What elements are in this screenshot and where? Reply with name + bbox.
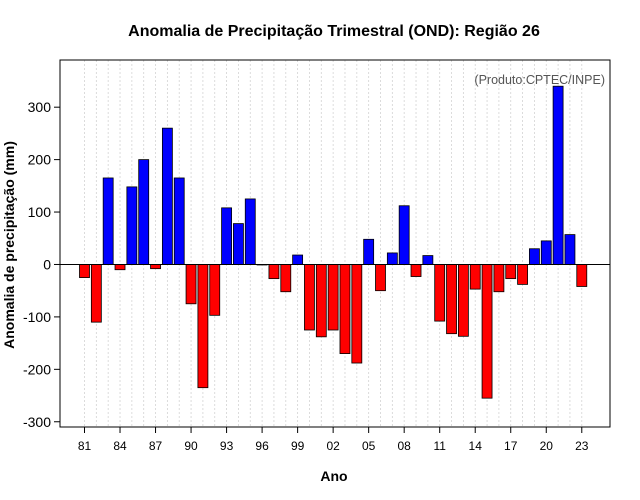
y-tick-label: 100 (28, 204, 52, 220)
bar-1999 (292, 254, 304, 265)
bar-1992 (209, 264, 221, 316)
x-tick-label: 11 (433, 439, 446, 453)
bar-2013 (457, 264, 469, 337)
y-tick-label: -300 (23, 414, 51, 430)
bar-2009 (410, 264, 422, 277)
x-tick-label: 99 (291, 439, 305, 453)
x-tick-label: 84 (113, 439, 127, 453)
x-tick-label: 20 (540, 439, 554, 453)
bar-2022 (564, 234, 576, 265)
bar-2000 (304, 264, 315, 331)
x-axis: 81 84 87 90 93 96 99 02 05 08 11 14 17 20 23 (78, 427, 589, 453)
bar-1984 (114, 264, 126, 271)
plot-frame (59, 59, 611, 428)
bar-1982 (90, 264, 102, 323)
x-tick-label: 90 (184, 439, 198, 453)
x-tick-label: 02 (326, 439, 340, 453)
bar-2023 (576, 264, 588, 287)
bar-2011 (434, 264, 446, 322)
y-axis: -300 -200 -100 0 100 200 300 (23, 99, 60, 430)
y-tick-label: 0 (43, 256, 51, 272)
vertical-grid (84, 60, 583, 427)
chart-title: Anomalia de Precipitação Trimestral (OND… (128, 23, 540, 40)
bar-2001 (315, 264, 327, 338)
bar-1989 (173, 177, 185, 265)
bar-1998 (280, 264, 292, 293)
bar-2019 (529, 248, 540, 265)
bar-1986 (138, 159, 150, 265)
bar-2020 (540, 240, 552, 265)
bar-1988 (161, 127, 173, 265)
y-tick-label: -100 (23, 309, 51, 325)
bar-2021 (552, 85, 564, 265)
bar-2008 (398, 205, 410, 265)
bar-1990 (185, 264, 197, 305)
x-tick-label: 17 (504, 439, 518, 453)
bar-2018 (517, 264, 528, 285)
x-tick-label: 08 (398, 439, 412, 453)
y-tick-label: 300 (28, 99, 52, 115)
bar-2007 (386, 252, 398, 265)
bar-2017 (505, 264, 517, 280)
bar-1995 (244, 198, 256, 265)
bar-2002 (327, 264, 339, 331)
bar-1997 (268, 264, 280, 280)
y-tick-label: -200 (23, 361, 51, 377)
bar-2014 (469, 264, 481, 290)
x-tick-label: 23 (575, 439, 589, 453)
bar-1993 (221, 207, 232, 265)
x-tick-label: 93 (220, 439, 234, 453)
credit-note: (Produto:CPTEC/INPE) (474, 73, 605, 87)
bar-2016 (493, 264, 505, 293)
x-axis-label: Ano (320, 468, 347, 484)
x-tick-label: 14 (469, 439, 483, 453)
bar-1987 (150, 264, 161, 270)
x-tick-label: 81 (78, 439, 92, 453)
x-tick-label: 87 (149, 439, 163, 453)
bar-2010 (422, 255, 434, 265)
bar-2004 (351, 264, 363, 364)
bar-2015 (481, 264, 493, 399)
bar-1981 (79, 264, 90, 278)
bar-1983 (102, 177, 114, 265)
bars (79, 85, 588, 399)
bar-1985 (126, 186, 138, 265)
bar-2005 (363, 238, 375, 265)
bar-1994 (233, 223, 244, 265)
x-tick-label: 05 (362, 439, 376, 453)
y-tick-label: 200 (28, 152, 52, 168)
bar-2006 (375, 264, 386, 292)
y-axis-label: Anomalia de precipitação (mm) (1, 141, 17, 349)
bar-2003 (339, 264, 351, 355)
x-tick-label: 96 (255, 439, 269, 453)
bar-1991 (197, 264, 209, 389)
bar-2012 (446, 264, 457, 335)
